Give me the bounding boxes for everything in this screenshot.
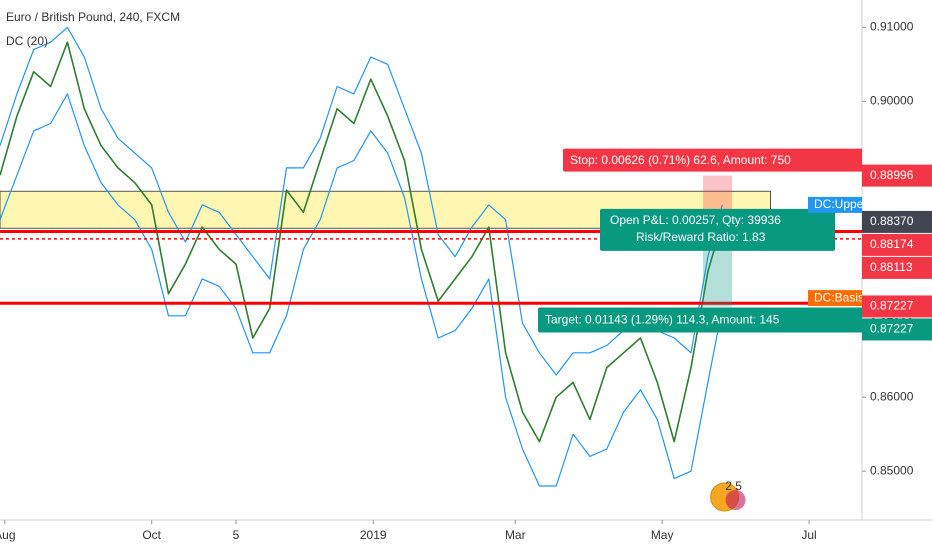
price-line [0,93,723,487]
y-tick-label: 0.86000 [870,389,914,403]
pnl-box [600,208,835,251]
x-tick-label: Jul [801,528,816,542]
price-label-box [862,233,932,256]
price-line [0,26,723,376]
y-tick-label: 0.91000 [870,20,914,34]
y-tick-label: 0.90000 [870,94,914,108]
indicator-badge [808,196,862,213]
x-tick-label: Aug [0,528,15,542]
indicator-badge-label: DC:Basis [814,290,864,304]
pnl-label: Open P&L: 0.00257, Qty: 39936 [610,213,781,227]
event-icon [725,490,746,510]
price-label-box [862,318,932,341]
price-label: 0.88370 [870,214,914,228]
price-label-box [862,256,932,279]
stop-label-box [563,148,862,172]
price-label: 0.87227 [870,299,914,313]
plot-area: Stop: 0.00626 (0.71%) 62.6, Amount: 750 O… [0,26,867,512]
y-tick-label: 0.85000 [870,463,914,477]
price-label: 0.88996 [870,168,914,182]
x-tick-label: Oct [142,528,161,542]
target-label-box [538,307,862,333]
event-label: 2 5 [725,479,742,493]
price-label: 0.88113 [870,260,913,274]
x-tick-label: 2019 [360,528,387,542]
stop-label: Stop: 0.00626 (0.71%) 62.6, Amount: 750 [570,153,791,167]
price-label-box [862,210,932,233]
target-label: Target: 0.01143 (1.29%) 114.3, Amount: 1… [545,313,780,327]
indicator-badge [808,290,862,307]
price-label-box [862,295,932,318]
indicator-badge-label: DC:Upper [814,197,867,211]
price-line [0,41,724,443]
chart-title: Euro / British Pound, 240, FXCM [6,10,180,24]
x-tick-label: May [651,528,674,542]
x-tick-label: 5 [233,528,240,542]
indicator-name: DC (20) [6,34,48,48]
price-label: 0.87227 [870,322,914,336]
x-tick-label: Mar [505,528,526,542]
price-label-box [862,164,932,187]
price-label: 0.88174 [870,237,914,251]
ratio-label: Risk/Reward Ratio: 1.83 [636,230,766,244]
